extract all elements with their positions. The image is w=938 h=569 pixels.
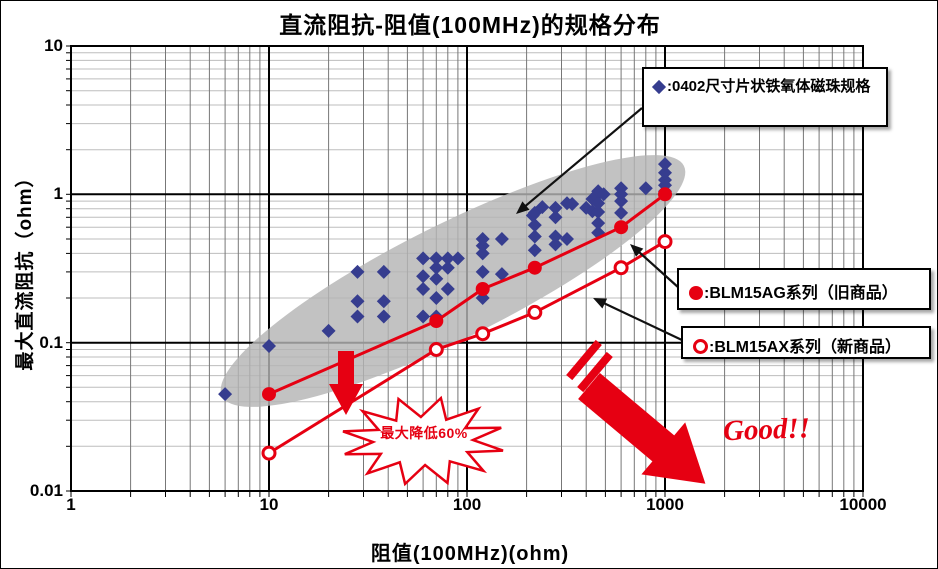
blm15ax-marker (613, 260, 629, 276)
scatter-point-diamond (440, 282, 455, 296)
blm15ag-line (268, 193, 666, 396)
scatter-point-diamond (429, 271, 444, 286)
x-tick-label: 1 (66, 495, 76, 514)
open-circle-marker-icon (693, 339, 708, 354)
scatter-point-diamond (350, 264, 365, 279)
scatter-point-diamond (450, 251, 465, 266)
scatter-point-diamond (416, 269, 431, 284)
x-tick-label: 10 (259, 495, 279, 514)
annotation-arrow-blm15ax (599, 300, 685, 342)
scatter-point-diamond (638, 181, 653, 196)
blm15ag-marker (658, 187, 672, 202)
spec-cloud-highlight (220, 155, 686, 407)
legend-label-blm15ax: :BLM15AX系列（新商品） (709, 339, 902, 356)
blm15ax-marker (527, 304, 543, 320)
reduction-down-arrow (329, 351, 363, 415)
big-arrow-stripe (566, 339, 602, 381)
annotation-arrow-spec (521, 107, 643, 210)
scatter-point-diamond (658, 165, 672, 180)
scatter-point-diamond (658, 173, 672, 187)
blm15ag-marker (614, 220, 629, 235)
scatter-point-diamond (548, 237, 563, 252)
scatter-point-diamond (560, 232, 574, 246)
scatter-point-diamond (429, 291, 444, 305)
scatter-point-diamond (527, 229, 542, 244)
scatter-point-diamond (548, 200, 563, 215)
scatter-point-diamond (548, 229, 563, 244)
blm15ax-marker (261, 445, 277, 461)
y-tick-label: 1 (53, 184, 63, 204)
annotation-arrow-spec-head (516, 201, 530, 214)
scatter-point-diamond (596, 187, 611, 202)
scatter-point-diamond (565, 197, 580, 211)
scatter-point-diamond (591, 216, 606, 231)
blm15ax-marker (657, 234, 673, 250)
blm15ax-marker (475, 326, 491, 342)
scatter-point-diamond (494, 232, 509, 246)
scatter-point-diamond (376, 264, 391, 279)
scatter-point-diamond (535, 200, 550, 215)
y-tick-label: 0.01 (29, 480, 63, 500)
reduction-callout-label: 最大降低60% (380, 425, 468, 441)
x-tick-label: 10000 (839, 495, 887, 514)
scatter-point-diamond (218, 387, 233, 402)
good-direction-arrow (578, 373, 706, 484)
chart-title: 直流阻抗-阻值(100MHz)的规格分布 (279, 12, 661, 38)
legend-label-blm15ag: :BLM15AG系列（旧商品） (704, 285, 898, 302)
starburst-callout (342, 395, 504, 487)
legend-box-blm15ag: :BLM15AG系列（旧商品） (677, 268, 931, 310)
y-tick-label: 0.1 (39, 332, 63, 352)
filled-circle-marker-icon (689, 286, 703, 300)
scatter-point-diamond (494, 267, 509, 282)
big-arrow-stripe (577, 351, 613, 393)
scatter-point-diamond (350, 309, 365, 324)
scatter-point-diamond (262, 339, 276, 353)
scatter-point-diamond (591, 205, 606, 219)
scatter-point-diamond (350, 294, 365, 309)
blm15ax-marker (428, 342, 444, 357)
scatter-point-diamond (658, 157, 672, 172)
scatter-point-diamond (416, 282, 431, 296)
legend-box-ferrite-spec: :0402尺寸片状铁氧体磁珠规格 (642, 67, 888, 127)
scatter-point-diamond (429, 260, 444, 275)
scatter-point-diamond (416, 309, 431, 324)
scatter-point-diamond (591, 196, 606, 211)
scatter-point-diamond (548, 210, 563, 225)
legend-box-blm15ax: :BLM15AX系列（新商品） (681, 326, 931, 359)
blm15ag-marker (475, 282, 490, 296)
scatter-point-diamond (475, 232, 490, 246)
x-tick-label: 1000 (646, 495, 684, 514)
blm15ax-line (268, 240, 666, 455)
legend-label-ferrite-spec: :0402尺寸片状铁氧体磁珠规格 (667, 78, 871, 95)
scatter-point-diamond (376, 294, 391, 309)
scatter-point-diamond (475, 264, 490, 279)
blm15ag-marker (429, 314, 444, 328)
annotation-arrow-blm15ag (635, 248, 680, 289)
scatter-point-diamond (440, 260, 455, 275)
x-tick-label: 100 (452, 495, 482, 514)
scatter-point-diamond (475, 246, 490, 261)
good-label: Good!! (722, 412, 811, 448)
annotation-arrow-blm15ag-head (630, 244, 644, 257)
scatter-point-diamond (429, 251, 444, 266)
blm15ag-marker (527, 260, 542, 275)
annotation-arrow-blm15ax-head (593, 298, 608, 309)
scatter-point-diamond (527, 243, 542, 258)
x-axis-title: 阻值(100MHz)(ohm) (370, 543, 570, 565)
diamond-marker-icon (651, 79, 667, 95)
blm15ag-marker (262, 387, 276, 402)
scatter-point-diamond (527, 218, 542, 233)
scatter-point-diamond (416, 251, 431, 266)
scatter-point-diamond (440, 251, 455, 266)
scatter-point-diamond (614, 205, 629, 220)
scatter-point-diamond (614, 181, 629, 196)
scatter-point-diamond (376, 309, 391, 324)
scatter-point-diamond (321, 323, 336, 338)
y-tick-label: 10 (44, 36, 63, 55)
